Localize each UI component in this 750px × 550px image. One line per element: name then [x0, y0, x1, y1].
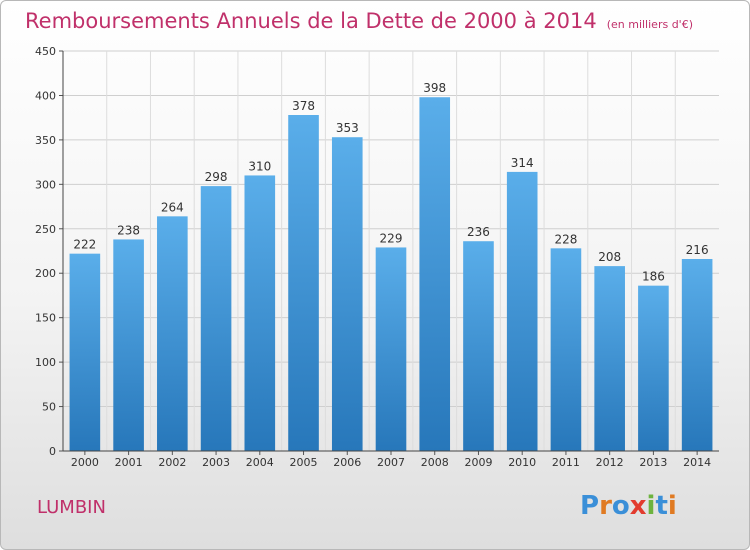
bar [244, 175, 276, 451]
chart-title: Remboursements Annuels de la Dette de 20… [25, 9, 597, 33]
proxiti-logo: Proxiti [580, 491, 677, 521]
bar [681, 259, 713, 451]
logo-letter: i [667, 491, 677, 521]
bar-value-label: 222 [73, 238, 96, 252]
x-tick-label: 2003 [202, 456, 230, 469]
logo-letter: o [611, 491, 630, 521]
bar [288, 115, 319, 451]
x-tick-label: 2013 [639, 456, 667, 469]
bar [69, 253, 101, 451]
bar-value-label: 186 [642, 270, 665, 284]
x-tick-label: 2009 [464, 456, 492, 469]
bar [375, 247, 407, 451]
y-tick-label: 200 [35, 267, 56, 280]
logo-letter: P [580, 491, 600, 521]
bar-value-label: 238 [117, 223, 140, 237]
y-tick-label: 400 [35, 89, 56, 102]
y-tick-label: 50 [42, 401, 56, 414]
bar-value-label: 216 [686, 243, 709, 257]
y-tick-label: 350 [35, 134, 56, 147]
logo-letter: r [599, 491, 612, 521]
bar-value-label: 378 [292, 99, 315, 113]
logo-letter: i [646, 491, 656, 521]
logo-letter: t [655, 491, 668, 521]
x-tick-label: 2012 [596, 456, 624, 469]
bar-value-label: 353 [336, 121, 359, 135]
y-tick-label: 250 [35, 223, 56, 236]
bar [113, 239, 144, 451]
bars: 222 238 264 298 310 378 353 229 398 236 314 228 208 1… [69, 81, 713, 451]
bar-value-label: 236 [467, 225, 490, 239]
bar [506, 171, 538, 451]
bar-value-label: 228 [554, 232, 577, 246]
bar [463, 241, 494, 451]
bar [594, 266, 625, 451]
bar [550, 248, 582, 451]
y-tick-label: 300 [35, 178, 56, 191]
bar-value-label: 398 [423, 81, 446, 95]
chart-title-block: Remboursements Annuels de la Dette de 20… [25, 9, 693, 33]
axes: 0 50 100 150 200 250 300 350 400 450 2000 2001 2002 2… [35, 45, 719, 469]
x-tick-label: 2001 [115, 456, 143, 469]
bar-value-label: 314 [511, 156, 534, 170]
x-tick-label: 2011 [552, 456, 580, 469]
bar-value-label: 298 [205, 170, 228, 184]
bar-value-label: 310 [248, 159, 271, 173]
y-tick-label: 450 [35, 45, 56, 58]
bar [638, 285, 669, 451]
x-tick-label: 2006 [333, 456, 361, 469]
x-tick-label: 2007 [377, 456, 405, 469]
x-tick-label: 2000 [71, 456, 99, 469]
bar-value-label: 264 [161, 200, 184, 214]
x-tick-label: 2004 [246, 456, 274, 469]
x-tick-label: 2008 [421, 456, 449, 469]
bar [331, 137, 363, 451]
commune-name: LUMBIN [37, 497, 106, 518]
bar-value-label: 208 [598, 250, 621, 264]
x-tick-label: 2005 [290, 456, 318, 469]
bar-value-label: 229 [380, 231, 403, 245]
x-tick-label: 2002 [158, 456, 186, 469]
y-tick-label: 100 [35, 356, 56, 369]
bar [200, 186, 232, 451]
y-tick-label: 150 [35, 312, 56, 325]
bar [419, 97, 451, 451]
chart-subtitle: (en milliers d'€) [606, 18, 693, 31]
x-tick-label: 2014 [683, 456, 711, 469]
y-tick-label: 0 [49, 445, 56, 458]
bar [157, 216, 188, 451]
x-tick-label: 2010 [508, 456, 536, 469]
logo-letter: x [629, 491, 647, 521]
